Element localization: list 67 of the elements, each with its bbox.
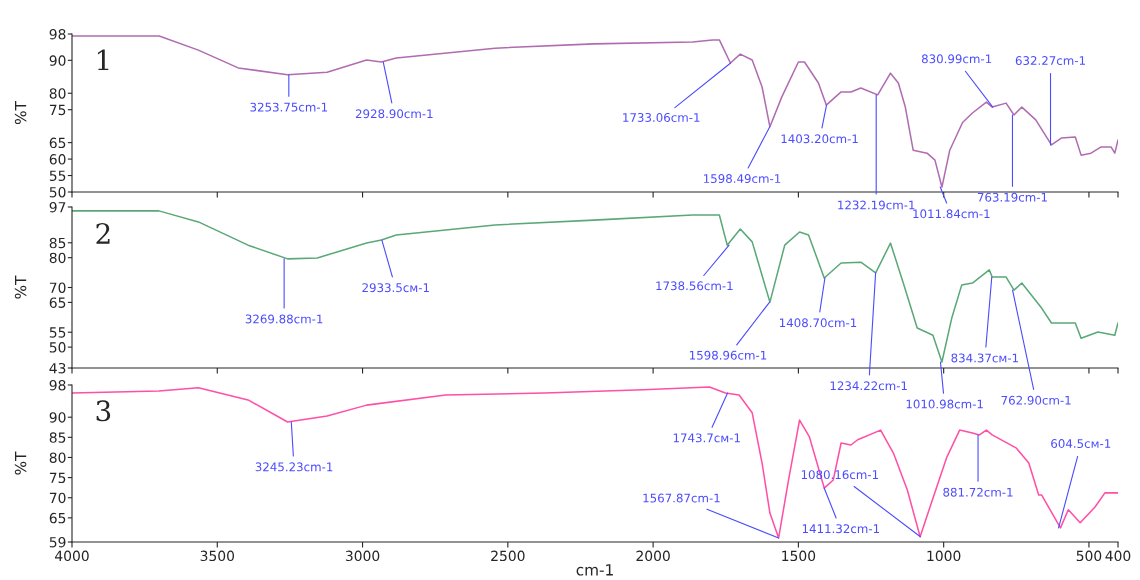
x-tick-label: 3000 (345, 550, 380, 562)
annotation: 3245.23cm-1 (255, 462, 333, 472)
annotation: 3 (96, 400, 111, 422)
annotation: 604.5cм-1 (1051, 439, 1111, 448)
y-tick-label: 65 (49, 297, 66, 308)
y-tick-label: 59 (49, 536, 66, 548)
y-tick-label: 85 (49, 432, 66, 443)
annotation: 834.37cм-1 (951, 353, 1018, 363)
x-tick-label: 2500 (491, 550, 525, 562)
annotation: 1234.22cm-1 (830, 381, 907, 391)
annotation: 3269.88cm-1 (245, 314, 323, 324)
y-tick-label: 75 (49, 472, 66, 484)
annotation: 1598.96cm-1 (689, 350, 767, 360)
x-tick-label: 500 (1076, 550, 1102, 562)
y-tick-label: 80 (49, 452, 66, 463)
y-tick-label: 60 (49, 154, 66, 165)
annotation: 762.90cm-1 (1001, 395, 1071, 405)
annotation: 1411.32cm-1 (802, 524, 880, 534)
annotation: 1232.19cm-1 (838, 200, 915, 210)
y-tick-label: 98 (49, 28, 66, 40)
x-tick-label: 400 (1105, 550, 1131, 562)
line-series (72, 210, 1118, 363)
y-tick-label: 70 (49, 282, 66, 293)
y-tick-label: 80 (49, 88, 66, 99)
annotation: 1733.06cm-1 (623, 113, 700, 122)
y-tick-label: 97 (49, 201, 66, 213)
annotation: 1 (97, 49, 109, 71)
y-tick-label: 80 (49, 252, 66, 264)
y-tick-label: 85 (49, 237, 66, 249)
y-tick-label: 50 (49, 342, 66, 353)
annotation: 1598.49cm-1 (704, 174, 781, 184)
y-tick-label: 55 (49, 170, 66, 182)
annotation: 881.72cm-1 (943, 487, 1013, 497)
x-tick-label: 1000 (927, 550, 961, 562)
x-axis-title: cm-1 (576, 564, 613, 576)
x-tick-label: 2000 (636, 550, 670, 562)
x-tick-label: 3500 (200, 550, 235, 562)
annotation: 2933.5cм-1 (362, 283, 429, 293)
y-axis-title: %T (14, 275, 27, 299)
annotation: 1403.20cm-1 (781, 134, 858, 144)
annotation: 2 (96, 223, 110, 244)
annotation: 763.19cm-1 (977, 192, 1047, 202)
y-tick-label: 43 (49, 362, 66, 374)
line-series (72, 35, 1118, 188)
y-tick-label: 75 (49, 104, 66, 116)
annotation: 1010.98cm-1 (906, 399, 983, 409)
y-tick-label: 90 (49, 412, 66, 423)
y-tick-label: 55 (49, 327, 66, 338)
x-tick-label: 1500 (782, 550, 816, 562)
y-tick-label: 65 (49, 137, 66, 149)
y-tick-label: 70 (49, 492, 66, 504)
y-tick-label: 90 (49, 55, 66, 66)
y-tick-label: 65 (49, 512, 66, 524)
y-axis-title: %T (14, 101, 27, 125)
annotation: 632.27cm-1 (1015, 56, 1085, 66)
x-tick-label: 4000 (55, 550, 89, 562)
y-axis-title: %T (14, 451, 27, 475)
y-tick-label: 50 (49, 186, 66, 198)
annotation: 1738.56cm-1 (656, 281, 733, 291)
annotation: 1567.87cm-1 (643, 493, 720, 503)
annotation: 2928.90cm-1 (355, 109, 433, 119)
y-tick-label: 98 (49, 379, 66, 391)
annotation: 830.99cm-1 (921, 54, 992, 64)
annotation: 3253.75cm-1 (250, 102, 328, 112)
annotation: 1408.70cm-1 (779, 318, 857, 328)
annotation: 1011.84cm-1 (913, 209, 990, 219)
annotation: 1743.7cм-1 (673, 433, 740, 443)
